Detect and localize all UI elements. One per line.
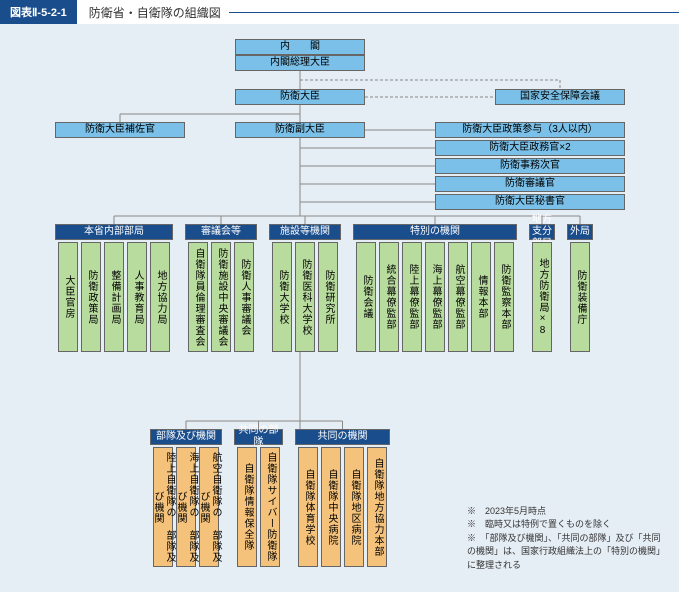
mid-item-3-1: 統合幕僚監部 <box>379 242 399 352</box>
mid-item-0-2: 整備計画局 <box>104 242 124 352</box>
low-item-0-0: 陸上自衛隊の 部隊及び機関 <box>153 447 173 567</box>
figure-tag: 図表Ⅱ-5-2-1 <box>0 0 77 24</box>
box-right-3: 防衛審議官 <box>435 176 625 192</box>
mid-item-3-4: 航空幕僚監部 <box>448 242 468 352</box>
box-boueidaijin: 防衛大臣 <box>235 89 365 105</box>
low-item-0-1: 海上自衛隊の 部隊及び機関 <box>176 447 196 567</box>
mid-item-3-5: 情報本部 <box>471 242 491 352</box>
mid-header-3: 特別の機関 <box>353 224 517 240</box>
mid-item-1-2: 防衛人事審議会 <box>234 242 254 352</box>
org-chart: 2023年5月時点臨時又は特例で置くものを除く「部隊及び機関」、「共同の部隊」及… <box>0 24 679 592</box>
mid-item-1-1: 防衛施設中央審議会 <box>211 242 231 352</box>
low-item-1-0: 自衛隊情報保全隊 <box>237 447 257 567</box>
mid-item-1-0: 自衛隊員倫理審査会 <box>188 242 208 352</box>
footnotes: 2023年5月時点臨時又は特例で置くものを除く「部隊及び機関」、「共同の部隊」及… <box>467 505 667 573</box>
mid-item-3-2: 陸上幕僚監部 <box>402 242 422 352</box>
box-right-4: 防衛大臣秘書官 <box>435 194 625 210</box>
footnote: 臨時又は特例で置くものを除く <box>467 518 667 532</box>
low-item-0-2: 航空自衛隊の 部隊及び機関 <box>199 447 219 567</box>
low-header-1: 共同の部隊 <box>234 429 283 445</box>
footnote: 「部隊及び機関」、「共同の部隊」及び「共同の機関」は、国家行政組織法上の「特別の… <box>467 532 667 573</box>
mid-header-4: 地方支分部局 <box>529 224 555 240</box>
mid-item-3-0: 防衛会議 <box>356 242 376 352</box>
mid-item-2-2: 防衛研究所 <box>318 242 338 352</box>
low-item-1-1: 自衛隊サイバー防衛隊 <box>260 447 280 567</box>
header-rule <box>229 12 679 13</box>
mid-header-1: 審議会等 <box>185 224 257 240</box>
mid-item-3-3: 海上幕僚監部 <box>425 242 445 352</box>
mid-header-5: 外局 <box>567 224 593 240</box>
mid-item-2-0: 防衛大学校 <box>272 242 292 352</box>
mid-item-3-6: 防衛監察本部 <box>494 242 514 352</box>
box-right-0: 防衛大臣政策参与（3人以内） <box>435 122 625 138</box>
box-anpo: 国家安全保障会議 <box>495 89 625 105</box>
mid-item-4-0: 地方防衛局×8 <box>532 242 552 352</box>
mid-item-5-0: 防衛装備庁 <box>570 242 590 352</box>
mid-header-0: 本省内部部局 <box>55 224 173 240</box>
box-right-2: 防衛事務次官 <box>435 158 625 174</box>
box-fukudaijin: 防衛副大臣 <box>235 122 365 138</box>
low-item-2-3: 自衛隊地方協力本部 <box>367 447 387 567</box>
low-item-2-2: 自衛隊地区病院 <box>344 447 364 567</box>
low-item-2-0: 自衛隊体育学校 <box>298 447 318 567</box>
box-right-1: 防衛大臣政務官×2 <box>435 140 625 156</box>
figure-title: 防衛省・自衛隊の組織図 <box>77 4 221 21</box>
mid-item-0-0: 大臣官房 <box>58 242 78 352</box>
box-souri: 内閣総理大臣 <box>235 55 365 71</box>
mid-item-0-1: 防衛政策局 <box>81 242 101 352</box>
mid-item-2-1: 防衛医科大学校 <box>295 242 315 352</box>
footnote: 2023年5月時点 <box>467 505 667 519</box>
mid-header-2: 施設等機関 <box>269 224 341 240</box>
low-header-0: 部隊及び機関 <box>150 429 222 445</box>
box-naikaku: 内 閣 <box>235 39 365 55</box>
box-hosakan: 防衛大臣補佐官 <box>55 122 185 138</box>
low-header-2: 共同の機関 <box>295 429 390 445</box>
mid-item-0-4: 地方協力局 <box>150 242 170 352</box>
mid-item-0-3: 人事教育局 <box>127 242 147 352</box>
low-item-2-1: 自衛隊中央病院 <box>321 447 341 567</box>
